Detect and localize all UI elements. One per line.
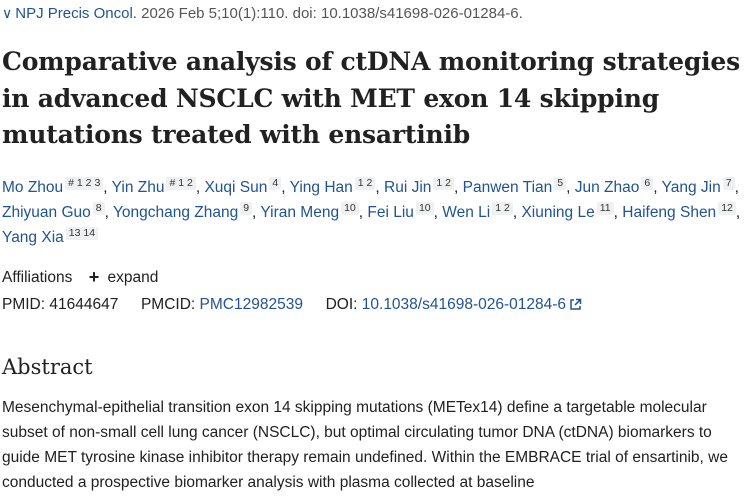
pmid-label: PMID: <box>2 296 46 313</box>
affiliation-badge[interactable]: 7 <box>722 177 735 190</box>
abstract-text: Mesenchymal-epithelial transition exon 1… <box>2 399 728 491</box>
affiliation-badge[interactable]: 8 <box>92 202 105 215</box>
affiliation-badge[interactable]: 5 <box>554 177 567 190</box>
affiliation-badge[interactable]: # 1 2 3 <box>65 177 104 190</box>
external-link-icon[interactable] <box>569 297 582 317</box>
author-link[interactable]: Xiuning Le <box>521 204 595 221</box>
affiliation-badge[interactable]: 13 14 <box>65 227 99 240</box>
affiliations-label: Affiliations <box>2 269 73 286</box>
identifiers-row: PMID: 41644647 PMCID: PMC12982539 DOI: 1… <box>2 295 582 317</box>
affiliation-badge[interactable]: 11 <box>596 202 614 215</box>
author-list: Mo Zhou # 1 2 3, Yin Zhu # 1 2, Xuqi Sun 4,… <box>2 177 741 246</box>
doi-label: DOI: <box>325 296 358 313</box>
author-link[interactable]: Yang Jin <box>661 179 721 196</box>
affiliation-badge[interactable]: 9 <box>240 202 253 215</box>
affiliations-row: Affiliations + expand <box>2 267 158 288</box>
author-link[interactable]: Yongchang Zhang <box>112 204 239 221</box>
doi-value[interactable]: 10.1038/s41698-026-01284-6 <box>361 296 567 313</box>
citation-line: ∨ NPJ Precis Oncol. 2026 Feb 5;10(1):110.… <box>2 4 523 23</box>
article-title: Comparative analysis of ctDNA monitoring… <box>2 47 740 149</box>
author-link[interactable]: Mo Zhou <box>2 179 64 196</box>
affiliation-badge[interactable]: 4 <box>269 177 282 190</box>
journal-link[interactable]: NPJ Precis Oncol. <box>15 5 137 22</box>
author-link[interactable]: Panwen Tian <box>462 179 553 196</box>
author-link[interactable]: Jun Zhao <box>574 179 640 196</box>
plus-icon[interactable]: + <box>88 267 100 287</box>
affiliation-badge[interactable]: 10 <box>415 202 434 215</box>
author-link[interactable]: Yin Zhu <box>111 179 165 196</box>
pmcid-label: PMCID: <box>140 296 196 313</box>
author-link[interactable]: Fei Liu <box>367 204 414 221</box>
affiliations-expand-toggle[interactable]: expand <box>107 269 159 286</box>
author-link[interactable]: Rui Jin <box>384 179 432 196</box>
author-link[interactable]: Wen Li <box>442 204 491 221</box>
affiliation-badge[interactable]: 1 2 <box>433 177 455 190</box>
citation-details: 2026 Feb 5;10(1):110. doi: 10.1038/s4169… <box>141 5 523 22</box>
author-link[interactable]: Xuqi Sun <box>204 179 268 196</box>
affiliation-badge[interactable]: 6 <box>641 177 654 190</box>
pmid-value: 41644647 <box>49 296 119 313</box>
affiliation-badge[interactable]: 12 <box>718 202 736 215</box>
affiliation-badge[interactable]: 1 2 <box>354 177 376 190</box>
author-link[interactable]: Haifeng Shen <box>622 204 717 221</box>
author-link[interactable]: Yiran Meng <box>260 204 340 221</box>
affiliation-badge[interactable]: 1 2 <box>492 202 513 215</box>
author-link[interactable]: Zhiyuan Guo <box>2 204 91 221</box>
author-link[interactable]: Yang Xia <box>2 229 64 246</box>
affiliation-badge[interactable]: 10 <box>341 202 359 215</box>
chevron-down-icon[interactable]: ∨ <box>2 5 13 21</box>
abstract-heading: Abstract <box>2 355 93 379</box>
affiliation-badge[interactable]: # 1 2 <box>166 177 196 190</box>
pmcid-link[interactable]: PMC12982539 <box>199 296 303 313</box>
doi-link[interactable]: 10.1038/s41698-026-01284-6 <box>362 296 582 313</box>
author-link[interactable]: Ying Han <box>289 179 353 196</box>
